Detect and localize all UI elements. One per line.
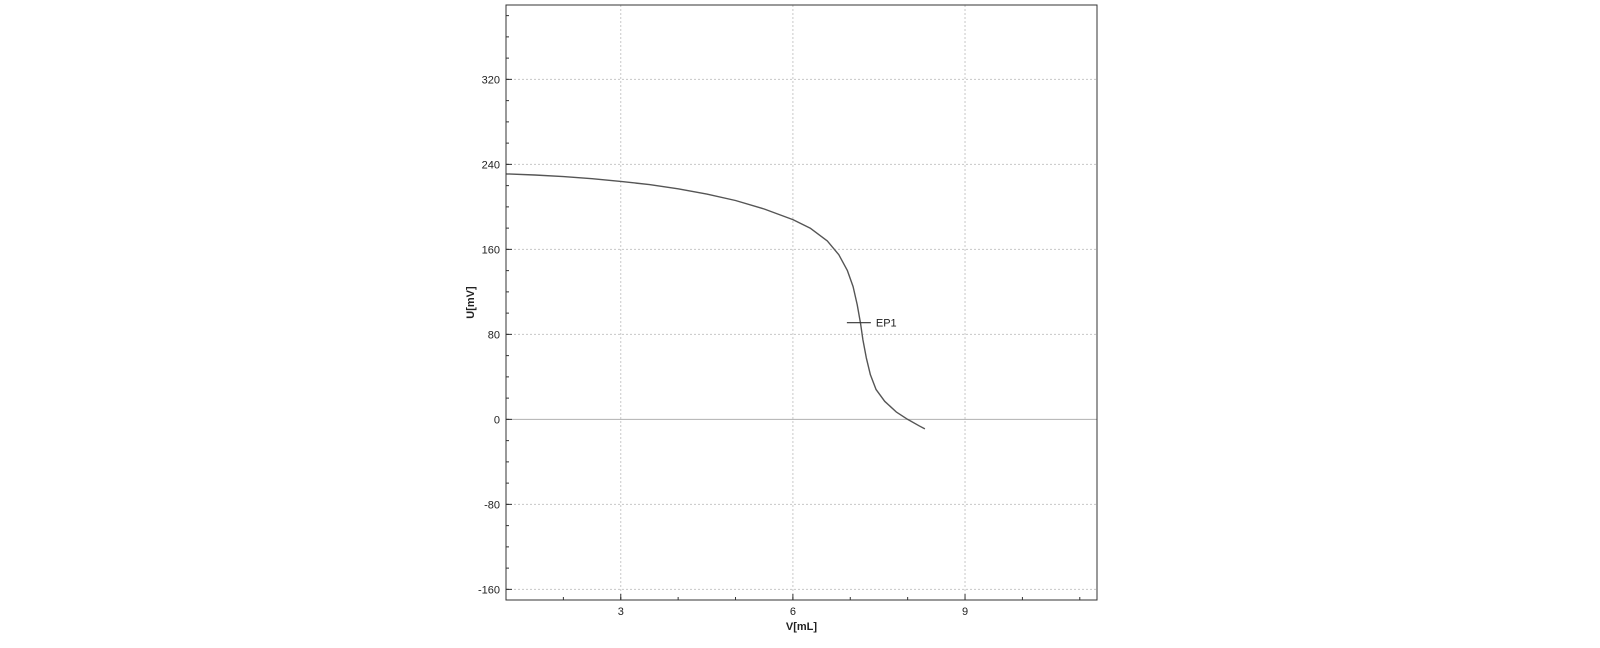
y-tick-label: 320	[482, 74, 500, 86]
y-tick-label: -80	[484, 499, 500, 511]
y-axis-label: U[mV]	[465, 286, 477, 319]
series-layer	[505, 173, 926, 430]
x-tick-label: 6	[790, 606, 796, 618]
y-tick-label: 80	[488, 329, 500, 341]
endpoint-label: EP1	[876, 318, 897, 330]
series-line-0	[505, 173, 926, 430]
grid	[506, 5, 1097, 600]
x-tick-label: 3	[618, 606, 624, 618]
y-tick-label: -160	[478, 584, 500, 596]
y-tick-label: 160	[482, 244, 500, 256]
x-axis-ticks: 3 6 9	[505, 594, 1081, 618]
y-axis-ticks: -160 -80 0 80 160 240 320	[478, 15, 512, 596]
y-tick-label: 240	[482, 159, 500, 171]
x-tick-label: 9	[962, 606, 968, 618]
plot-frame	[505, 4, 1098, 601]
x-axis-label: V[mL]	[786, 621, 818, 633]
y-tick-label: 0	[494, 414, 500, 426]
annotation-layer: EP1	[846, 318, 897, 330]
